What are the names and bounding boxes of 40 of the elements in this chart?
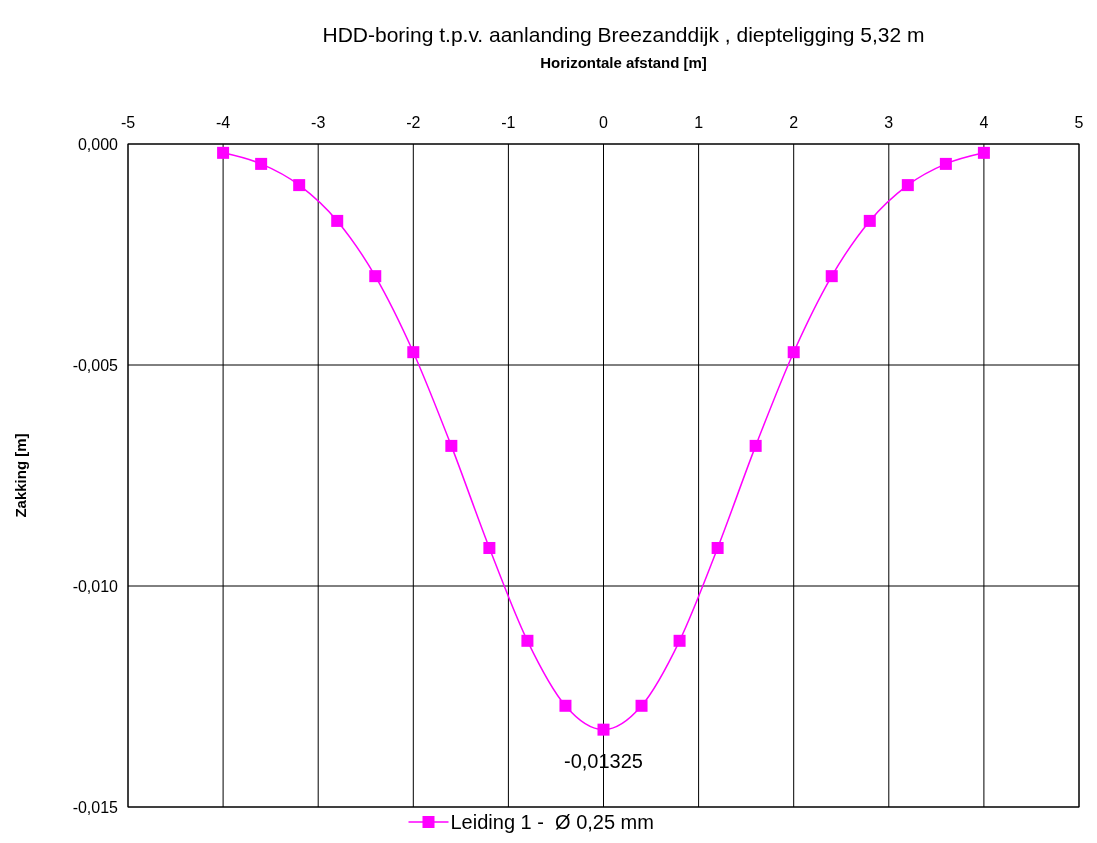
chart-title: HDD-boring t.p.v. aanlanding Breezanddijk , diepteligging 5,32 m [322,23,925,46]
y-tick-label: -0,015 [72,799,119,816]
point [445,439,458,452]
point [483,541,496,554]
point [407,346,420,359]
x-tick-label: 1 [694,114,704,131]
y-tick-label: -0,005 [72,357,119,374]
point [635,699,648,712]
x-axis-title: Horizontale afstand [m] [540,54,707,71]
y-tick-label: -0,010 [72,578,119,595]
point [217,146,230,159]
point [521,634,534,647]
point [825,270,838,283]
x-tick-label: -5 [120,114,136,131]
x-tick-label: 5 [1074,114,1084,131]
x-tick-label: 0 [599,114,609,131]
y-axis-title: Zakking [m] [12,433,29,518]
point [711,541,724,554]
x-tick-label: -2 [406,114,421,131]
x-tick-label: 3 [884,114,894,131]
point [787,346,800,359]
x-tick-label: -4 [215,114,231,131]
point [939,157,952,170]
point [559,699,572,712]
point [255,157,268,170]
y-tick-label: 0,000 [77,136,119,153]
point [331,214,344,227]
legend-label: Leiding 1 - Ø 0,25 mm [450,811,654,833]
point [369,270,382,283]
point [863,214,876,227]
x-tick-label: -3 [311,114,326,131]
point [673,634,686,647]
x-tick-label: 2 [789,114,799,131]
point [749,439,762,452]
point [293,179,306,192]
point [597,723,610,736]
x-tick-label: 4 [979,114,989,131]
point [901,179,914,192]
point [977,146,990,159]
x-tick-label: -1 [501,114,516,131]
